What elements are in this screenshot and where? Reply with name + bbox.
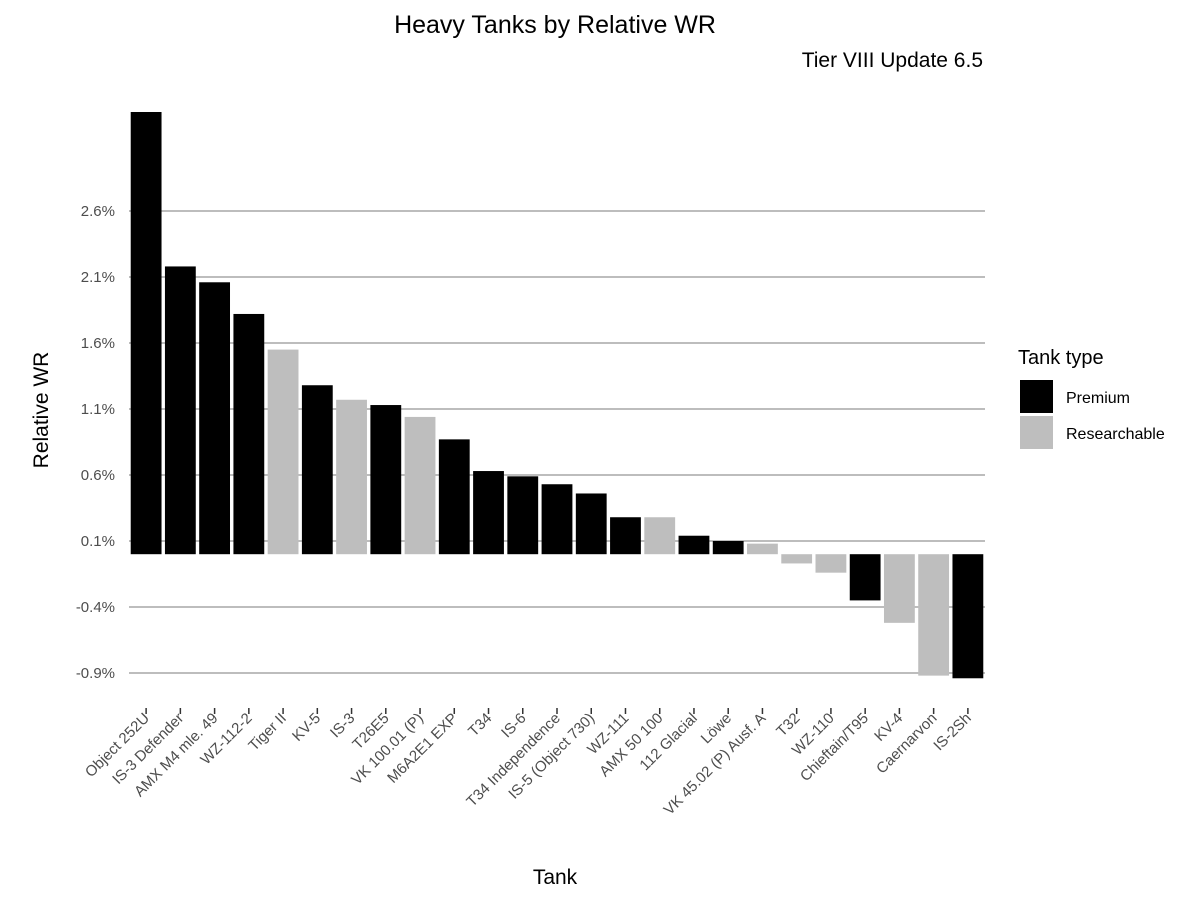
bar [849, 554, 881, 601]
bar [541, 484, 573, 555]
bar [747, 543, 778, 555]
y-tick-label: 1.6% [81, 335, 115, 352]
bars [130, 112, 984, 679]
chart-title: Heavy Tanks by Relative WR [394, 11, 716, 39]
bar [644, 517, 676, 555]
bar [336, 399, 367, 555]
bar [507, 476, 539, 555]
x-axis-title: Tank [533, 866, 578, 889]
y-axis-ticks: -0.9% -0.4% 0.1% 0.6% 1.1% 1.6% 2.1% 2.6% [76, 203, 115, 682]
bar [233, 313, 265, 555]
bar [678, 535, 710, 555]
bar [781, 554, 813, 564]
legend-swatch-premium [1020, 380, 1053, 413]
bar [815, 554, 847, 573]
bar [130, 112, 162, 555]
bar [199, 282, 231, 555]
x-tick-label: T34 [465, 710, 495, 740]
bar [712, 541, 744, 555]
bar [575, 493, 607, 555]
bar [370, 405, 402, 555]
bar [301, 385, 333, 555]
bar [883, 554, 915, 623]
chart-subtitle: Tier VIII Update 6.5 [802, 49, 983, 72]
legend-swatch-researchable [1020, 416, 1053, 449]
y-tick-label: -0.4% [76, 599, 115, 616]
x-tick-label: KV-5 [289, 710, 324, 745]
bar [438, 439, 470, 555]
bar [952, 554, 984, 679]
legend-label-researchable: Researchable [1066, 426, 1165, 443]
bar [267, 349, 299, 555]
y-tick-label: 1.1% [81, 401, 115, 418]
y-axis-title: Relative WR [30, 352, 53, 469]
y-tick-label: 2.1% [81, 269, 115, 286]
bar [610, 517, 641, 555]
y-tick-label: 0.1% [81, 533, 115, 550]
x-tick-label: Tiger II [245, 710, 290, 755]
bar [918, 554, 950, 676]
y-tick-label: 2.6% [81, 203, 115, 220]
y-tick-label: 0.6% [81, 467, 115, 484]
legend: Tank type Premium Researchable [1018, 347, 1165, 449]
bar [473, 471, 504, 555]
y-tick-label: -0.9% [76, 665, 115, 682]
legend-title: Tank type [1018, 347, 1104, 369]
bar [404, 416, 436, 555]
legend-label-premium: Premium [1066, 390, 1130, 407]
bar [164, 266, 196, 555]
x-tick-label: IS-2Sh [930, 710, 974, 754]
